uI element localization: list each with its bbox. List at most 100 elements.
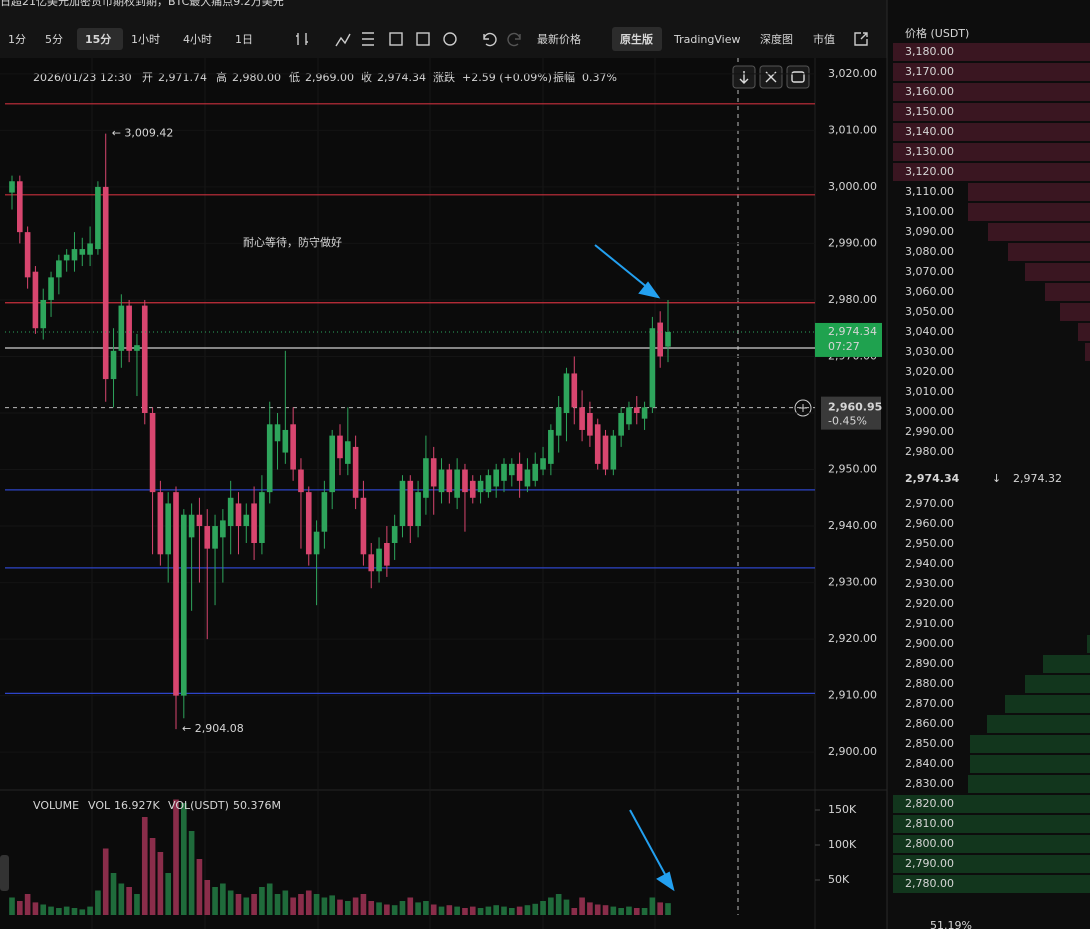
volume-bar <box>384 904 390 915</box>
volume-bar <box>493 905 500 915</box>
depth-bar <box>1085 343 1090 361</box>
volume-bar <box>157 852 164 915</box>
toolbar-item[interactable]: 1分 <box>8 33 26 46</box>
depth-bar <box>893 123 1090 141</box>
book-price: 3,170.00 <box>905 65 954 78</box>
volume-bar <box>423 901 429 915</box>
toolbar-item[interactable]: 深度图 <box>760 32 793 46</box>
toolbar-item[interactable]: 1日 <box>235 33 253 46</box>
volume-bar <box>602 905 609 915</box>
candle-body <box>610 435 617 470</box>
volume-tick-label: 150K <box>828 803 857 816</box>
candle-body <box>157 492 164 555</box>
candle-body <box>212 526 218 549</box>
volume-bar <box>173 799 179 915</box>
candle-body <box>501 463 507 481</box>
low-label: ← 2,904.08 <box>182 722 244 735</box>
candle-body <box>141 305 148 413</box>
depth-bar <box>893 143 1090 161</box>
volume-bar <box>399 901 406 915</box>
candle-body <box>430 458 437 487</box>
book-price: 2,920.00 <box>905 597 954 610</box>
price-tag <box>815 322 882 357</box>
volume-bar <box>391 905 398 915</box>
book-price: 2,970.00 <box>905 497 954 510</box>
candle-body <box>266 424 273 493</box>
candle-body <box>524 469 531 487</box>
volume-bar <box>118 883 125 915</box>
depth-bar <box>893 855 1090 873</box>
candle-body <box>63 254 70 261</box>
book-price: 3,140.00 <box>905 125 954 138</box>
volume-bar <box>438 906 445 915</box>
volume-bar <box>454 906 460 915</box>
candle-body <box>391 526 398 543</box>
book-price: 3,080.00 <box>905 245 954 258</box>
candle-body <box>95 186 101 250</box>
candle-body <box>555 407 562 436</box>
volume-bar <box>87 906 93 915</box>
crosshair-add[interactable] <box>794 399 812 417</box>
book-price: 3,040.00 <box>905 325 954 338</box>
crosshair-label: 2,960.95 <box>828 401 882 414</box>
volume-bar <box>477 908 484 915</box>
toolbar-item[interactable]: 5分 <box>45 33 63 46</box>
book-price: 3,050.00 <box>905 305 954 318</box>
book-price: 3,060.00 <box>905 285 954 298</box>
depth-bar <box>893 103 1090 121</box>
volume-tick-label: 100K <box>828 838 857 851</box>
toolbar-item[interactable]: 4小时 <box>183 33 212 46</box>
info-text: 高 <box>216 70 227 84</box>
book-price: 2,990.00 <box>905 425 954 438</box>
info-text: 2,980.00 <box>232 71 281 84</box>
volume-bar <box>40 904 47 915</box>
volume-bar <box>204 880 211 915</box>
volume-bar <box>212 887 218 915</box>
volume-bar <box>594 904 601 915</box>
volume-bar <box>305 890 312 915</box>
volume-bar <box>71 908 78 915</box>
info-text: 2,974.34 <box>377 71 426 84</box>
info-text: 0.37% <box>582 71 617 84</box>
depth-bar <box>1087 635 1090 653</box>
candle-body <box>594 424 601 464</box>
book-price: 3,000.00 <box>905 405 954 418</box>
volume-bar <box>469 906 476 915</box>
volume-bar <box>352 897 359 915</box>
candle-body <box>40 299 47 329</box>
candle-body <box>462 469 468 493</box>
toolbar-item[interactable]: 市值 <box>813 32 835 46</box>
book-price: 2,890.00 <box>905 657 954 670</box>
volume-bar <box>376 902 382 915</box>
volume-legend: VOL <box>88 799 111 812</box>
volume-bar <box>102 848 109 915</box>
candle-body <box>9 181 15 193</box>
book-price: 2,800.00 <box>905 837 954 850</box>
toolbar-item[interactable]: 1小时 <box>131 33 160 46</box>
candle-body <box>579 407 585 430</box>
volume-bar <box>48 906 54 915</box>
price-tag-label: 2,974.34 <box>828 325 877 338</box>
volume-bar <box>485 906 492 915</box>
book-price: 2,910.00 <box>905 617 954 630</box>
depth-bar <box>893 63 1090 81</box>
crosshair-tag <box>821 396 881 430</box>
side-handle[interactable] <box>0 855 9 891</box>
toolbar-item[interactable]: 原生版 <box>620 32 653 46</box>
book-price: 3,010.00 <box>905 385 954 398</box>
candle-body <box>344 441 351 464</box>
high-label: ← 3,009.42 <box>112 127 174 140</box>
volume-bar <box>555 894 562 915</box>
volume-bar <box>610 906 617 915</box>
book-price: 2,900.00 <box>905 637 954 650</box>
candle-body <box>469 480 476 498</box>
candle-body <box>290 424 296 470</box>
candle-body <box>220 520 226 538</box>
depth-bar <box>893 795 1090 813</box>
book-price: 2,830.00 <box>905 777 954 790</box>
toolbar-item[interactable]: TradingView <box>673 33 740 46</box>
depth-bar <box>893 815 1090 833</box>
toolbar-item[interactable]: 最新价格 <box>537 32 581 46</box>
candle-body <box>243 514 250 527</box>
toolbar-item[interactable]: 15分 <box>85 32 111 46</box>
